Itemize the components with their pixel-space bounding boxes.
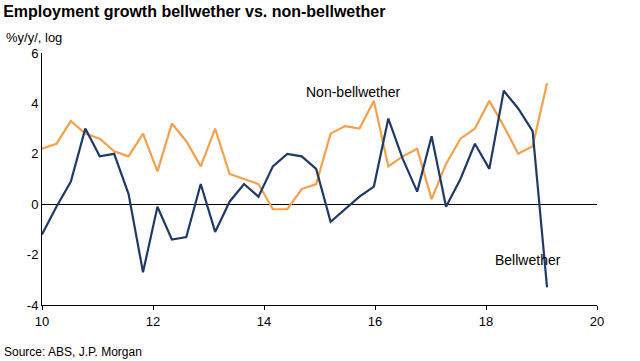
svg-text:10: 10 — [35, 314, 49, 329]
svg-text:4: 4 — [31, 96, 38, 111]
svg-text:Non-bellwether: Non-bellwether — [306, 84, 400, 100]
svg-text:%y/y/, log: %y/y/, log — [6, 30, 62, 45]
svg-text:6: 6 — [31, 46, 38, 61]
svg-text:18: 18 — [479, 314, 493, 329]
svg-text:12: 12 — [146, 314, 160, 329]
svg-text:16: 16 — [368, 314, 382, 329]
svg-text:0: 0 — [31, 197, 38, 212]
svg-text:14: 14 — [257, 314, 271, 329]
svg-text:Source: ABS, J.P. Morgan: Source: ABS, J.P. Morgan — [4, 345, 142, 359]
svg-text:20: 20 — [590, 314, 604, 329]
svg-text:Bellwether: Bellwether — [495, 252, 561, 268]
svg-text:2: 2 — [31, 146, 38, 161]
svg-text:Employment growth bellwether v: Employment growth bellwether vs. non-bel… — [3, 3, 385, 20]
svg-text:-2: -2 — [27, 247, 39, 262]
svg-text:-4: -4 — [27, 298, 39, 313]
